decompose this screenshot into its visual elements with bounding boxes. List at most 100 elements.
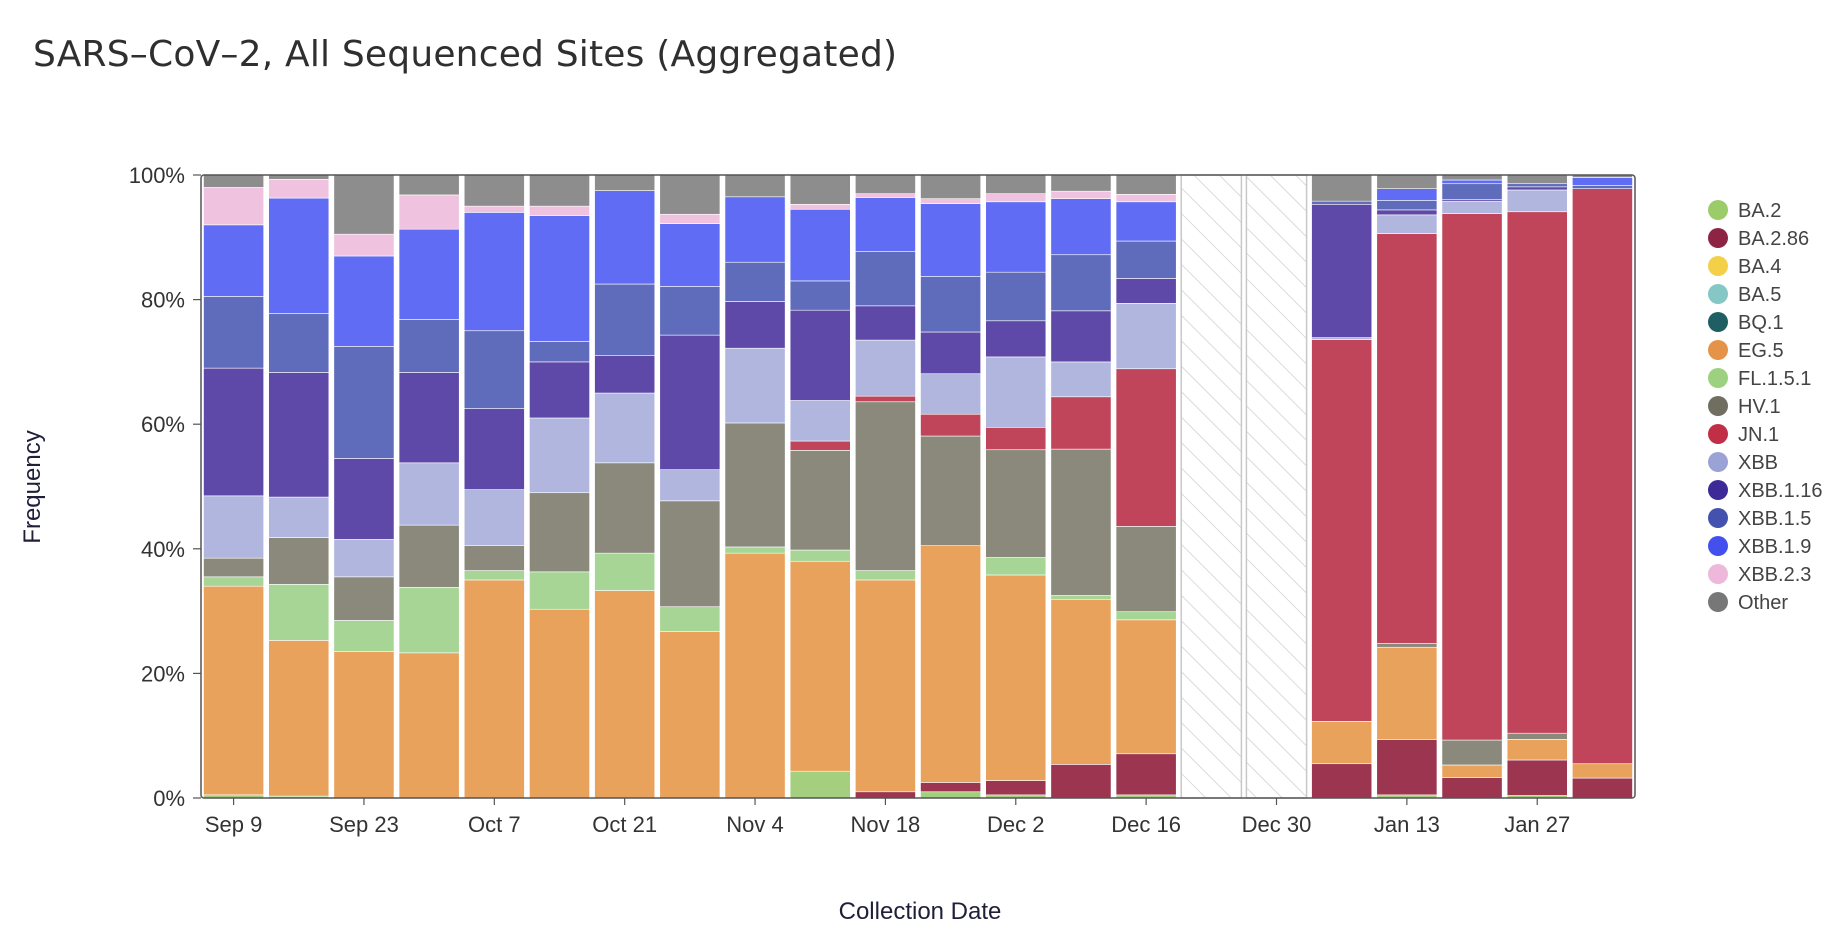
bar-segment-eg-5[interactable] (463, 579, 525, 799)
bar-segment-xbb-1-9[interactable] (724, 196, 786, 263)
bar-segment-hv-1[interactable] (1050, 448, 1112, 596)
bar-segment-xbb-2-3[interactable] (529, 205, 590, 216)
bar-segment-xbb-1-9[interactable] (1050, 198, 1112, 256)
bar-segment-ba-2-86[interactable] (1441, 777, 1503, 799)
bar-segment-xbb-1-5[interactable] (463, 330, 525, 409)
bar-segment-xbb[interactable] (1050, 361, 1112, 398)
bar-segment-eg-5[interactable] (1115, 619, 1177, 755)
bar-segment-jn-1[interactable] (855, 395, 916, 403)
bar-segment-xbb-1-5[interactable] (1506, 183, 1568, 188)
bar-segment-jn-1[interactable] (920, 413, 981, 437)
bar-segment-xbb-1-9[interactable] (203, 224, 264, 297)
bar-segment-other[interactable] (594, 174, 656, 191)
bar-segment-xbb-1-9[interactable] (398, 228, 460, 320)
bar-segment-xbb-1-9[interactable] (463, 212, 525, 332)
bar-segment-xbb-1-9[interactable] (920, 203, 981, 277)
bar-segment-xbb-1-5[interactable] (1572, 185, 1633, 190)
bar-segment-xbb-1-9[interactable] (268, 197, 330, 314)
bar-segment-eg-5[interactable] (855, 579, 916, 793)
bar-segment-eg-5[interactable] (659, 631, 721, 799)
bar-segment-xbb-1-9[interactable] (594, 190, 656, 285)
legend-item-xbb-1-16[interactable]: XBB.1.16 (1708, 480, 1823, 502)
legend-item-jn-1[interactable]: JN.1 (1708, 424, 1779, 446)
bar-segment-xbb-1-9[interactable] (529, 215, 590, 342)
bar-segment-xbb[interactable] (1115, 303, 1177, 370)
bar-segment-eg-5[interactable] (529, 608, 590, 799)
bar-segment-eg-5[interactable] (333, 651, 395, 799)
bar-segment-other[interactable] (463, 174, 525, 207)
bar-segment-xbb-1-16[interactable] (789, 309, 851, 401)
legend-item-ba-2-86[interactable]: BA.2.86 (1708, 228, 1809, 250)
bar-segment-xbb-2-3[interactable] (463, 205, 525, 213)
bar-segment-eg-5[interactable] (985, 574, 1047, 781)
bar-segment-ba-2-86[interactable] (1311, 763, 1373, 799)
bar-segment-ba-2-86[interactable] (1506, 759, 1568, 796)
bar-segment-xbb[interactable] (398, 462, 460, 526)
bar-segment-xbb-1-9[interactable] (333, 255, 395, 347)
bar-segment-ba-2[interactable] (789, 770, 851, 799)
bar-segment-xbb-1-5[interactable] (1050, 254, 1112, 312)
legend-item-bq-1[interactable]: BQ.1 (1708, 312, 1784, 334)
bar-segment-xbb-1-5[interactable] (1441, 183, 1503, 200)
bar-segment-xbb-1-5[interactable] (1376, 200, 1438, 211)
bar-segment-xbb[interactable] (333, 539, 395, 578)
bar-segment-hv-1[interactable] (594, 462, 656, 554)
bar-segment-eg-5[interactable] (1311, 721, 1373, 765)
bar-segment-ba-2-86[interactable] (855, 791, 916, 799)
bar-segment-xbb-1-16[interactable] (1311, 203, 1373, 338)
bar-segment-fl-1-5-1[interactable] (724, 546, 786, 554)
bar-segment-xbb[interactable] (463, 489, 525, 546)
bar-segment-jn-1[interactable] (789, 440, 851, 451)
bar-segment-hv-1[interactable] (1115, 526, 1177, 613)
bar-segment-xbb-2-3[interactable] (333, 233, 395, 257)
bar-segment-xbb-1-16[interactable] (594, 355, 656, 394)
bar-segment-xbb-1-16[interactable] (1376, 209, 1438, 216)
legend-item-fl-1-5-1[interactable]: FL.1.5.1 (1708, 368, 1811, 390)
bar-segment-xbb-1-16[interactable] (659, 334, 721, 470)
bar-segment-hv-1[interactable] (659, 500, 721, 608)
bar-segment-hv-1[interactable] (463, 545, 525, 571)
legend-item-ba-4[interactable]: BA.4 (1708, 256, 1781, 278)
bar-segment-jn-1[interactable] (1115, 368, 1177, 527)
bar-segment-xbb-2-3[interactable] (659, 213, 721, 224)
bar-segment-xbb-1-16[interactable] (203, 367, 264, 497)
legend-item-xbb-2-3[interactable]: XBB.2.3 (1708, 564, 1811, 586)
bar-segment-xbb-2-3[interactable] (920, 198, 981, 204)
legend-item-xbb[interactable]: XBB (1708, 452, 1778, 474)
bar-segment-xbb-1-16[interactable] (333, 458, 395, 540)
bar-segment-jn-1[interactable] (1050, 396, 1112, 450)
bar-segment-hv-1[interactable] (985, 449, 1047, 558)
bar-segment-fl-1-5-1[interactable] (1050, 595, 1112, 600)
bar-segment-xbb[interactable] (268, 496, 330, 538)
bar-segment-fl-1-5-1[interactable] (594, 552, 656, 591)
bar-segment-ba-2-86[interactable] (1050, 764, 1112, 799)
legend-item-other[interactable]: Other (1708, 592, 1788, 614)
bar-segment-jn-1[interactable] (1311, 339, 1373, 722)
bar-segment-xbb-1-16[interactable] (529, 361, 590, 419)
bar-segment-jn-1[interactable] (985, 427, 1047, 451)
bar-segment-other[interactable] (724, 174, 786, 198)
bar-segment-fl-1-5-1[interactable] (333, 620, 395, 652)
bar-segment-xbb[interactable] (920, 373, 981, 415)
bar-segment-xbb-2-3[interactable] (789, 203, 851, 210)
bar-segment-ba-2-86[interactable] (920, 782, 981, 793)
bar-segment-xbb-1-9[interactable] (855, 197, 916, 252)
bar-segment-other[interactable] (789, 174, 851, 205)
bar-segment-xbb-1-5[interactable] (268, 313, 330, 373)
bar-segment-xbb-1-16[interactable] (855, 305, 916, 341)
bar-segment-xbb-1-5[interactable] (1311, 200, 1373, 205)
bar-segment-hv-1[interactable] (789, 450, 851, 551)
bar-segment-xbb-2-3[interactable] (203, 187, 264, 226)
bar-segment-xbb-1-16[interactable] (463, 408, 525, 490)
bar-segment-xbb-1-16[interactable] (985, 320, 1047, 358)
bar-segment-xbb-1-5[interactable] (659, 286, 721, 336)
bar-segment-xbb[interactable] (594, 392, 656, 464)
bar-segment-xbb-1-16[interactable] (398, 372, 460, 464)
bar-segment-fl-1-5-1[interactable] (398, 587, 460, 654)
bar-segment-xbb-1-9[interactable] (1115, 201, 1177, 242)
bar-segment-xbb[interactable] (1506, 189, 1568, 213)
bar-segment-xbb-1-9[interactable] (659, 223, 721, 287)
bar-segment-other[interactable] (1506, 174, 1568, 185)
bar-segment-hv-1[interactable] (1376, 643, 1438, 648)
bar-segment-xbb-1-9[interactable] (1441, 179, 1503, 185)
